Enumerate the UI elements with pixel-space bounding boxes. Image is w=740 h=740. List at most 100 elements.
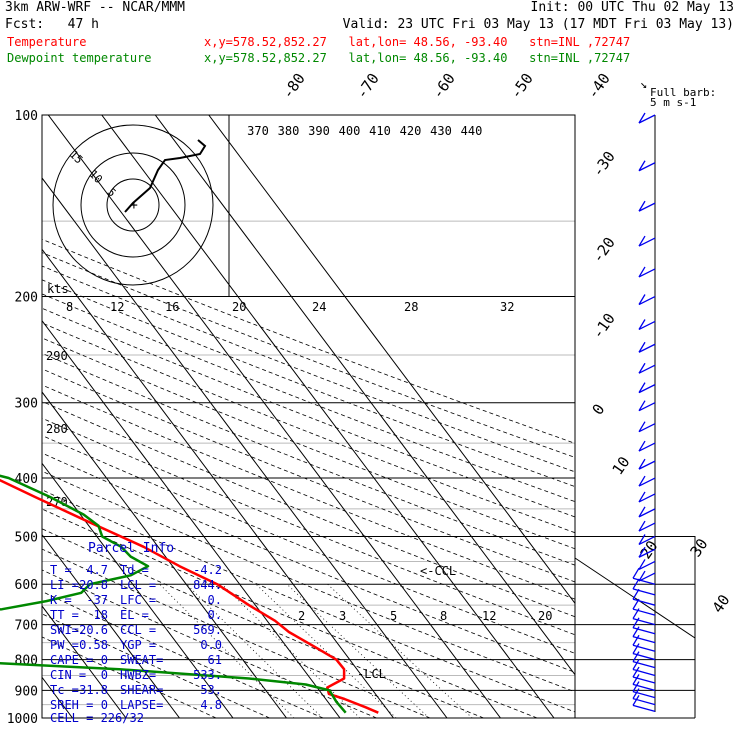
mixing-ratio-label: 5 (390, 609, 397, 623)
wind-barb (638, 402, 656, 412)
wind-barb (632, 617, 656, 626)
wind-barb-flag (638, 534, 646, 545)
pressure-tick-label: 800 (15, 654, 38, 669)
pressure-tick-label: 100 (15, 109, 38, 124)
header-model: 3km ARW-WRF -- NCAR/MMM (5, 0, 186, 15)
wind-barb-flag (632, 567, 640, 579)
wind-speed-label: kts (47, 282, 69, 296)
isotherm-label: -40 (584, 70, 614, 103)
plot-frame (41, 114, 576, 719)
wind-barb-flag (632, 659, 640, 670)
dry-adiabat (42, 417, 575, 636)
pressure-tick-label: 600 (15, 578, 38, 593)
wind-barb (632, 652, 656, 661)
isotherm-line (42, 177, 448, 718)
wind-barb (638, 162, 656, 172)
mixing-ratio-label: 12 (482, 609, 496, 623)
wind-barb (632, 683, 656, 692)
parcel-info-value: 0 (101, 698, 108, 712)
dry-adiabat-label: 290 (46, 349, 68, 363)
dry-adiabat (42, 322, 575, 534)
parcel-info-value: 844. (193, 578, 222, 592)
wind-barb (632, 690, 656, 699)
pressure-tick-label: 900 (15, 684, 38, 699)
wind-barb (632, 697, 656, 706)
dewpoint-profile (0, 474, 347, 714)
wind-speed-label: 16 (165, 300, 179, 314)
parcel-info-key: SWEAT= (120, 653, 163, 667)
wind-barb-flag (638, 458, 646, 470)
isotherm-label: -30 (589, 148, 619, 181)
isotherm-line (101, 115, 555, 718)
wind-barb-flag (632, 651, 640, 662)
parcel-info-value: 31.8 (79, 683, 108, 697)
parcel-info-key: CCL = (120, 623, 156, 637)
wind-speed-label: 32 (500, 300, 514, 314)
dry-adiabat (42, 337, 575, 550)
dry-adiabat (42, 352, 575, 566)
wind-barb (632, 660, 656, 669)
parcel-info-value: 0.58 (79, 638, 108, 652)
wind-barb (638, 268, 656, 278)
isotherm-label: -70 (353, 70, 383, 103)
dry-adiabats (42, 238, 575, 718)
wind-barb-flag (638, 160, 646, 172)
wind-barb (638, 320, 656, 331)
mixing-ratio-label: 3 (339, 609, 346, 623)
isotherm-label: -50 (507, 70, 537, 103)
wind-key-icon: ↘ (640, 77, 647, 91)
theta-e-label: 370 (247, 124, 269, 138)
wind-frame (574, 535, 696, 718)
parcel-info-value: 533. (193, 668, 222, 682)
dry-adiabat (42, 528, 484, 718)
wind-barb-flag (638, 440, 646, 452)
wind-barb-flag (638, 319, 646, 330)
wind-barb-flag (638, 362, 646, 374)
dry-adiabat (42, 368, 575, 583)
parcel-info-key: K = (50, 593, 72, 607)
theta-e-label: 380 (278, 124, 300, 138)
wind-barb (632, 636, 656, 644)
theta-e-label: 410 (369, 124, 391, 138)
wind-key-units: 5 m s-1 (650, 96, 696, 109)
parcel-info-value: 0 (101, 653, 108, 667)
isotherms (42, 115, 575, 718)
mixing-ratio-label: 8 (440, 609, 447, 623)
parcel-info-key: Td = (120, 563, 149, 577)
parcel-info-value: 20.8 (79, 578, 108, 592)
parcel-info-value: 61 (208, 653, 222, 667)
dry-adiabat (42, 591, 324, 718)
wind-barb-flag (638, 112, 646, 124)
wind-barb-flag (632, 681, 640, 692)
parcel-info-key: SWI= (50, 623, 79, 637)
dry-adiabat (42, 435, 575, 654)
wind-barb-flag (638, 235, 646, 247)
dewpoint-location-info: x,y=578.52,852.27 lat,lon= 48.56, -93.40… (204, 51, 631, 65)
isotherm-label: -80 (279, 70, 309, 103)
wind-barb (632, 598, 656, 606)
dry-adiabat (42, 238, 575, 444)
wind-barb (638, 522, 656, 532)
wind-speed-label: 8 (66, 300, 73, 314)
parcel-info-value: 0.0 (200, 638, 222, 652)
dry-adiabat (42, 252, 575, 458)
wind-barb (632, 608, 656, 616)
isotherm-line (47, 115, 501, 718)
parcel-info-value: 4.8 (200, 698, 222, 712)
wind-barb (632, 577, 656, 585)
wind-barb-flag (638, 200, 646, 212)
wind-barb-flag (632, 578, 640, 590)
wind-barb-flag (632, 674, 640, 685)
isotherm-label: 30 (687, 535, 712, 560)
wind-barbs (632, 112, 656, 712)
isotherm-line (154, 115, 575, 676)
parcel-info-key: LI = (50, 578, 79, 592)
wind-barb (638, 460, 656, 470)
isotherm-label: 0 (589, 401, 609, 419)
wind-barb (638, 560, 656, 571)
wind-barb (632, 676, 656, 684)
parcel-info-value: 4.7 (86, 563, 108, 577)
wind-barb (638, 508, 656, 518)
hodograph-center: + (130, 198, 138, 213)
